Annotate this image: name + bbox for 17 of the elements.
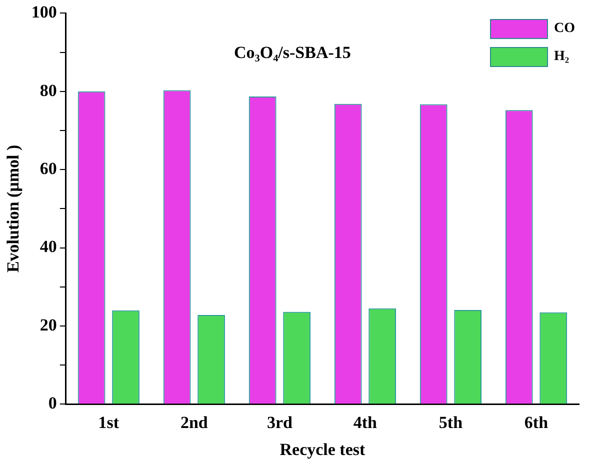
y-tick-label: 80	[40, 80, 57, 100]
y-tick-label: 100	[31, 2, 57, 22]
y-tick-label: 20	[40, 315, 57, 334]
annotation: Co₃O₄/s-SBA-15	[234, 43, 351, 62]
y-tick-label: 40	[40, 237, 57, 256]
x-tick-label: 4th	[353, 412, 378, 432]
x-tick-label: 5th	[438, 412, 464, 432]
x-tick-label: 1st	[98, 412, 120, 432]
legend-label: CO	[554, 21, 575, 38]
x-tick-label: 3rd	[266, 412, 293, 432]
y-axis-title: Evolution (μmol )	[4, 144, 23, 273]
x-tick-label: 6th	[524, 412, 549, 432]
x-tick-label: 2nd	[180, 412, 208, 432]
legend-label: H₂	[554, 49, 570, 66]
y-tick-label: 0	[48, 394, 57, 413]
x-axis-title: Recycle test	[280, 440, 366, 460]
y-tick-label: 60	[40, 158, 57, 178]
